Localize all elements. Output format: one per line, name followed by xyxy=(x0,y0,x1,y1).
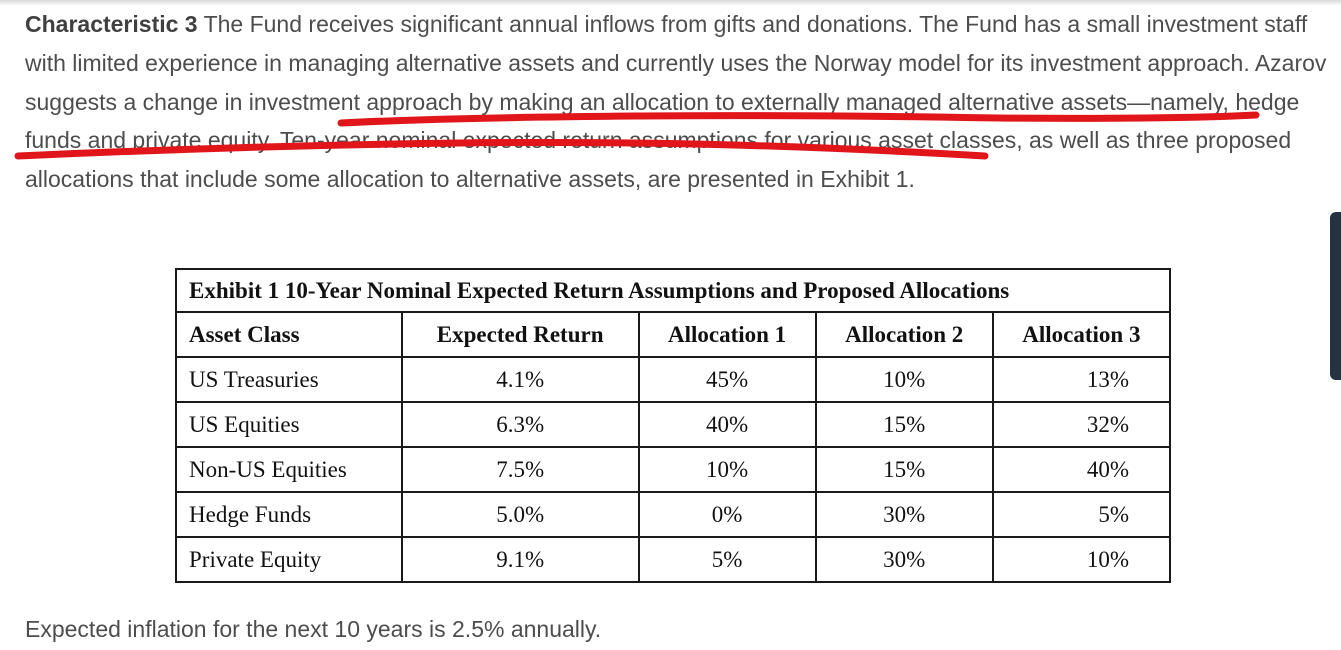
asset-class-cell: US Equities xyxy=(175,401,403,448)
allocation-1-cell: 5% xyxy=(637,536,817,583)
top-scroll-edge xyxy=(0,0,1341,6)
allocation-3-cell: 13% xyxy=(991,356,1172,403)
allocation-3-cell: 5% xyxy=(991,491,1172,538)
expected-return-cell: 6.3% xyxy=(400,401,640,448)
table-row: Hedge Funds 5.0% 0% 30% 5% xyxy=(175,491,1172,538)
allocation-2-cell: 30% xyxy=(814,491,994,538)
allocation-2-cell: 15% xyxy=(814,446,994,493)
underlined-suggestion: Azarov suggests a change in investment a… xyxy=(25,49,1327,154)
column-header-asset-class: Asset Class xyxy=(175,311,403,358)
exhibit-title-row: Exhibit 1 10-Year Nominal Expected Retur… xyxy=(175,268,1171,313)
expected-return-cell: 4.1% xyxy=(400,356,640,403)
allocation-3-cell: 40% xyxy=(991,446,1172,493)
characteristic-paragraph: Characteristic 3 The Fund receives signi… xyxy=(25,5,1330,199)
inflation-footnote: Expected inflation for the next 10 years… xyxy=(25,616,602,642)
allocation-2-cell: 15% xyxy=(814,401,994,448)
asset-class-cell: Private Equity xyxy=(175,536,403,583)
asset-class-cell: Hedge Funds xyxy=(175,491,403,538)
column-header-allocation-3: Allocation 3 xyxy=(991,311,1172,358)
side-scroll-tab[interactable] xyxy=(1330,212,1341,380)
expected-return-cell: 7.5% xyxy=(400,446,640,493)
allocation-2-cell: 30% xyxy=(814,536,994,583)
column-header-allocation-2: Allocation 2 xyxy=(814,311,994,358)
table-row: Private Equity 9.1% 5% 30% 10% xyxy=(175,536,1172,583)
allocation-1-cell: 40% xyxy=(637,401,817,448)
exhibit-1-table: Exhibit 1 10-Year Nominal Expected Retur… xyxy=(175,268,1172,583)
expected-return-cell: 5.0% xyxy=(400,491,640,538)
exhibit-title: Exhibit 1 10-Year Nominal Expected Retur… xyxy=(175,268,1171,313)
allocation-1-cell: 10% xyxy=(637,446,817,493)
asset-class-cell: US Treasuries xyxy=(175,356,403,403)
allocation-3-cell: 10% xyxy=(991,536,1172,583)
table-row: US Equities 6.3% 40% 15% 32% xyxy=(175,401,1172,448)
table-header-row: Asset Class Expected Return Allocation 1… xyxy=(175,311,1172,358)
expected-return-cell: 9.1% xyxy=(400,536,640,583)
table-row: US Treasuries 4.1% 45% 10% 13% xyxy=(175,356,1172,403)
allocation-1-cell: 0% xyxy=(637,491,817,538)
paragraph-sentence-1: The Fund receives significant annual inf… xyxy=(25,11,1308,76)
allocation-2-cell: 10% xyxy=(814,356,994,403)
allocation-3-cell: 32% xyxy=(991,401,1172,448)
characteristic-heading: Characteristic 3 xyxy=(25,11,198,37)
column-header-allocation-1: Allocation 1 xyxy=(637,311,817,358)
asset-class-cell: Non-US Equities xyxy=(175,446,403,493)
table-row: Non-US Equities 7.5% 10% 15% 40% xyxy=(175,446,1172,493)
allocation-1-cell: 45% xyxy=(637,356,817,403)
column-header-expected-return: Expected Return xyxy=(400,311,640,358)
